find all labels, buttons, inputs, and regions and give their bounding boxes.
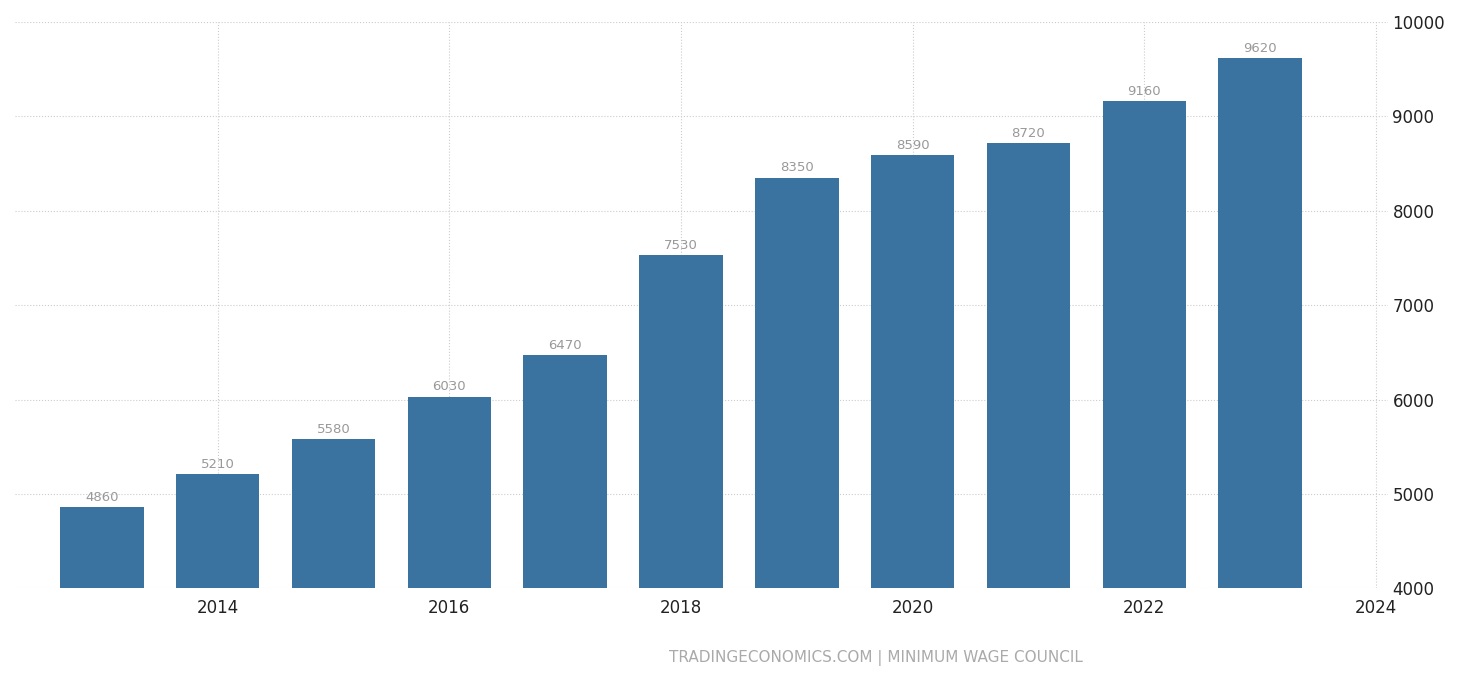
Text: 5580: 5580: [317, 423, 350, 436]
Bar: [407, 396, 491, 588]
Bar: [524, 355, 607, 588]
Text: 7530: 7530: [664, 239, 698, 252]
Text: 6030: 6030: [432, 380, 466, 394]
Bar: [755, 177, 838, 588]
Text: 9160: 9160: [1127, 85, 1161, 98]
Bar: [639, 255, 723, 588]
Bar: [1219, 58, 1302, 588]
Text: 8350: 8350: [780, 161, 813, 175]
Text: 6470: 6470: [549, 339, 583, 352]
Bar: [987, 143, 1070, 588]
Text: 5210: 5210: [201, 458, 235, 471]
Bar: [292, 439, 375, 588]
Text: 8720: 8720: [1012, 126, 1045, 139]
Bar: [60, 507, 143, 588]
Text: 8590: 8590: [896, 139, 930, 152]
Text: 9620: 9620: [1244, 41, 1278, 54]
Text: TRADINGECONOMICS.COM | MINIMUM WAGE COUNCIL: TRADINGECONOMICS.COM | MINIMUM WAGE COUN…: [669, 650, 1083, 666]
Bar: [872, 155, 955, 588]
Bar: [1102, 101, 1186, 588]
Text: 4860: 4860: [85, 491, 118, 504]
Bar: [177, 474, 260, 588]
